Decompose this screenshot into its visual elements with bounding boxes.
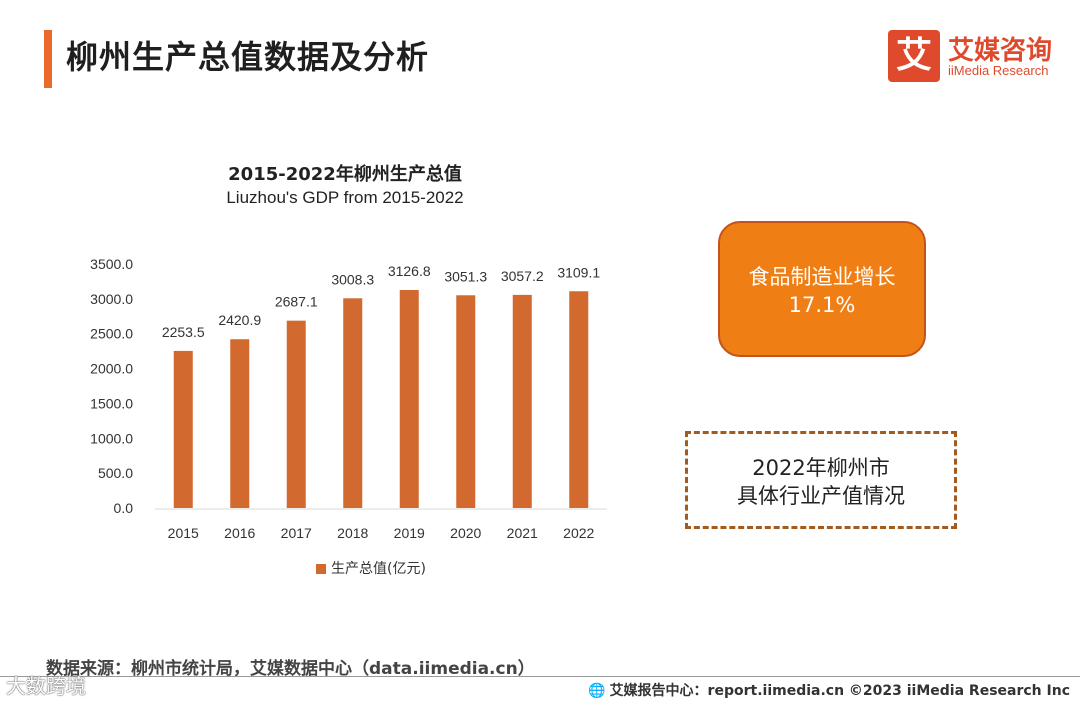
- value-label-2017: 2687.1: [275, 294, 318, 310]
- logo-name-en: iiMedia Research: [948, 63, 1049, 78]
- value-label-2018: 3008.3: [331, 271, 374, 287]
- x-tick-label-2017: 2017: [281, 525, 312, 541]
- value-label-2016: 2420.9: [218, 312, 261, 328]
- bar-2018: [343, 298, 363, 508]
- x-tick-label-2018: 2018: [337, 525, 368, 541]
- y-tick-label: 1500.0: [90, 395, 133, 411]
- industry-output-box: 2022年柳州市 具体行业产值情况: [685, 431, 957, 529]
- bar-2017: [286, 320, 306, 508]
- chart-legend: 生产总值(亿元): [316, 558, 426, 578]
- y-tick-label: 500.0: [98, 465, 133, 481]
- footer: 🌐 艾媒报告中心：report.iimedia.cn ©2023 iiMedia …: [588, 680, 1070, 700]
- bar-2015: [173, 350, 193, 508]
- y-tick-label: 3500.0: [90, 256, 133, 272]
- y-tick-label: 2000.0: [90, 361, 133, 377]
- legend-label: 生产总值(亿元): [331, 561, 426, 577]
- value-label-2015: 2253.5: [162, 324, 205, 340]
- data-source: 数据来源：柳州市统计局，艾媒数据中心（data.iimedia.cn）: [46, 659, 535, 679]
- x-tick-label-2020: 2020: [450, 525, 481, 541]
- value-label-2020: 3051.3: [444, 268, 487, 284]
- y-tick-label: 1000.0: [90, 430, 133, 446]
- value-label-2021: 3057.2: [501, 268, 544, 284]
- highlight-label: 食品制造业增长: [748, 265, 896, 289]
- bar-2019: [399, 290, 419, 508]
- page-title: 柳州生产总值数据及分析: [66, 38, 430, 76]
- highlight-value: 17.1%: [788, 293, 856, 317]
- iimedia-logo: 艾 艾媒咨询 iiMedia Research: [888, 30, 1068, 86]
- globe-icon: 🌐: [588, 683, 606, 699]
- footer-text: 艾媒报告中心：report.iimedia.cn ©2023 iiMedia R…: [609, 683, 1070, 699]
- food-industry-growth-box: 食品制造业增长 17.1%: [718, 221, 926, 357]
- value-label-2022: 3109.1: [557, 264, 600, 280]
- y-tick-label: 2500.0: [90, 326, 133, 342]
- bar-2021: [512, 294, 532, 508]
- logo-name-cn: 艾媒咨询: [948, 36, 1053, 66]
- value-label-2019: 3126.8: [388, 263, 431, 279]
- logo-mark: 艾: [888, 30, 940, 82]
- chart-title: 2015-2022年柳州生产总值: [228, 164, 462, 185]
- x-tick-label-2016: 2016: [224, 525, 255, 541]
- footer-divider: [0, 676, 1080, 677]
- watermark: 大数跨境: [6, 674, 86, 698]
- x-tick-label-2015: 2015: [168, 525, 199, 541]
- industry-box-line1: 2022年柳州市: [752, 456, 890, 480]
- x-tick-label-2022: 2022: [563, 525, 594, 541]
- x-tick-label-2019: 2019: [394, 525, 425, 541]
- x-tick-label-2021: 2021: [507, 525, 538, 541]
- bar-2022: [569, 291, 589, 508]
- bar-2020: [456, 295, 476, 508]
- industry-box-line2: 具体行业产值情况: [737, 484, 905, 508]
- y-tick-label: 0.0: [114, 500, 134, 516]
- title-accent-bar: [44, 30, 52, 88]
- chart-subtitle: Liuzhou's GDP from 2015-2022: [226, 188, 464, 207]
- bar-2016: [230, 339, 250, 508]
- y-tick-label: 3000.0: [90, 291, 133, 307]
- legend-swatch: [316, 564, 326, 574]
